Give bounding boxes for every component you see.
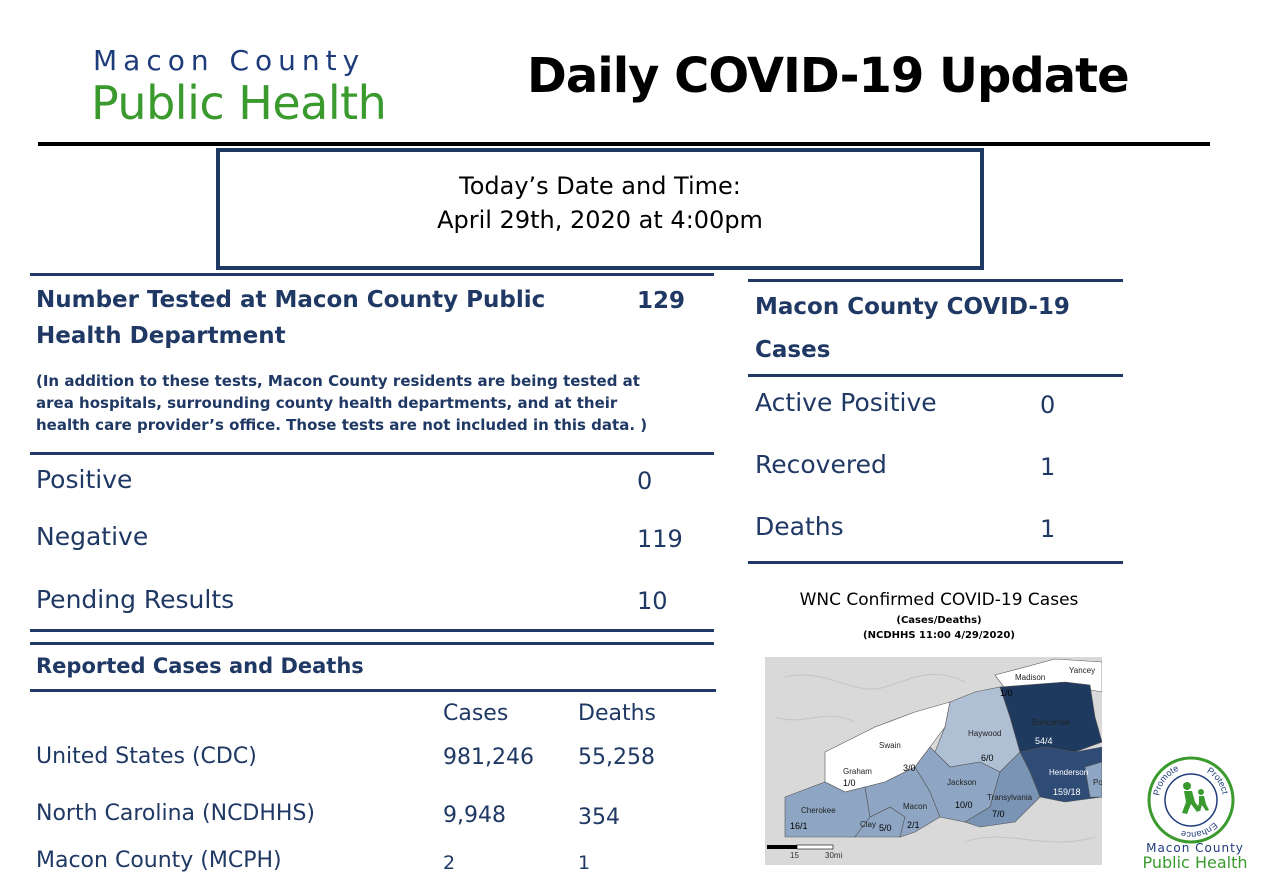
cases-heading-rule [748,374,1123,377]
map-terrain [774,715,856,723]
county-value: 10/0 [955,800,973,810]
county-label: Graham [843,767,872,776]
active-positive-label: Active Positive [755,388,937,417]
note-line: health care provider’s office. Those tes… [36,416,648,434]
map-labels: Madison Yancey 1/0 Buncombe 54/4 Haywood… [790,666,1102,833]
county-value: 1/0 [1000,688,1013,698]
county-label: Macon [903,802,927,811]
cases-heading-line2: Cases [755,337,831,363]
tested-bottom-rule [30,629,714,632]
map-subtitle: (Cases/Deaths) [896,615,982,626]
scale-segment [796,844,834,850]
county-value: 3/0 [903,763,916,773]
table-row-label: Macon County (MCPH) [36,848,282,873]
tested-mid-rule [30,452,714,455]
map-county-buncombe [999,681,1102,753]
seal-footer-line1: Macon County [1146,841,1244,855]
reported-heading-rule [30,689,716,692]
seal-footer-line2: Public Health [1142,853,1248,872]
county-value: 54/4 [1035,736,1053,746]
pending-label: Pending Results [36,585,235,614]
negative-label: Negative [36,522,149,551]
tested-total: 129 [637,288,686,314]
county-value: 7/0 [992,809,1005,819]
county-value: 159/18 [1053,787,1081,797]
positive-value: 0 [637,467,653,495]
map-source: (NCDHHS 11:00 4/29/2020) [863,630,1015,641]
county-label: Jackson [947,778,976,787]
tested-top-rule [30,273,714,276]
county-label: Swain [879,741,901,750]
cases-top-rule [748,279,1123,282]
county-label: Buncombe [1032,718,1071,727]
map-terrain [964,836,1096,843]
county-label: Yancey [1069,666,1095,675]
recovered-value: 1 [1040,453,1056,481]
table-row-deaths: 1 [578,852,591,874]
map-scale-bar: 15 30mi [767,844,843,860]
deaths-label: Deaths [755,512,844,541]
county-value: 16/1 [790,821,808,831]
table-row-cases: 981,246 [443,745,534,770]
date-box: Today’s Date and Time: April 29th, 2020 … [216,148,984,270]
table-row-deaths: 55,258 [578,745,655,770]
scale-segment [767,845,797,849]
negative-value: 119 [637,525,683,553]
table-row-deaths: 354 [578,805,620,830]
cases-bottom-rule [748,561,1123,564]
county-label: Madison [1015,673,1045,682]
county-label: Haywood [968,729,1001,738]
note-line: (In addition to these tests, Macon Count… [36,372,640,390]
county-value: 2/1 [907,820,920,830]
table-row-cases: 2 [443,852,456,874]
logo-line2: Public Health [91,76,387,130]
county-value: 1/0 [843,778,856,788]
table-row-label: United States (CDC) [36,744,257,769]
table-row-label: North Carolina (NCDHHS) [36,801,316,826]
map-county-transylvania [964,751,1041,828]
deaths-value: 1 [1040,515,1056,543]
map-terrain [784,673,966,690]
note-line: area hospitals, surrounding county healt… [36,394,618,412]
positive-label: Positive [36,465,133,494]
running-family-icon [1182,782,1209,814]
scale-label: 30mi [825,851,843,860]
map-county-polk [1084,761,1102,798]
county-value: 5/0 [879,823,892,833]
mcph-seal-logo: Promote Protect Enhance [1147,756,1235,844]
county-label: Cherokee [801,806,836,815]
reported-top-rule [30,642,714,645]
cases-heading-line1: Macon County COVID-19 [755,294,1070,320]
map-title: WNC Confirmed COVID-19 Cases [799,590,1079,610]
table-row-cases: 9,948 [443,803,506,828]
tested-note: (In addition to these tests, Macon Count… [36,370,676,436]
pending-value: 10 [637,587,668,615]
reported-heading: Reported Cases and Deaths [36,654,364,678]
county-label: Transylvania [987,793,1033,802]
header-divider [38,142,1210,146]
col-deaths-header: Deaths [578,701,656,726]
date-value: April 29th, 2020 at 4:00pm [437,206,763,234]
recovered-label: Recovered [755,450,887,479]
date-label: Today’s Date and Time: [459,172,741,200]
scale-label: 15 [790,851,799,860]
county-label: Clay [860,820,876,829]
tested-heading-line1: Number Tested at Macon County Public [36,287,546,313]
page-title: Daily COVID-19 Update [527,48,1130,104]
active-positive-value: 0 [1040,391,1056,419]
wnc-county-map: Madison Yancey 1/0 Buncombe 54/4 Haywood… [765,657,1102,865]
county-value: 6/0 [981,753,994,763]
county-label: Henderson [1049,768,1088,777]
county-label: Po [1093,778,1102,787]
map-county-macon [864,766,941,838]
col-cases-header: Cases [443,701,509,726]
tested-heading-line2: Health Department [36,323,286,349]
logo-line1: Macon County [93,44,366,77]
